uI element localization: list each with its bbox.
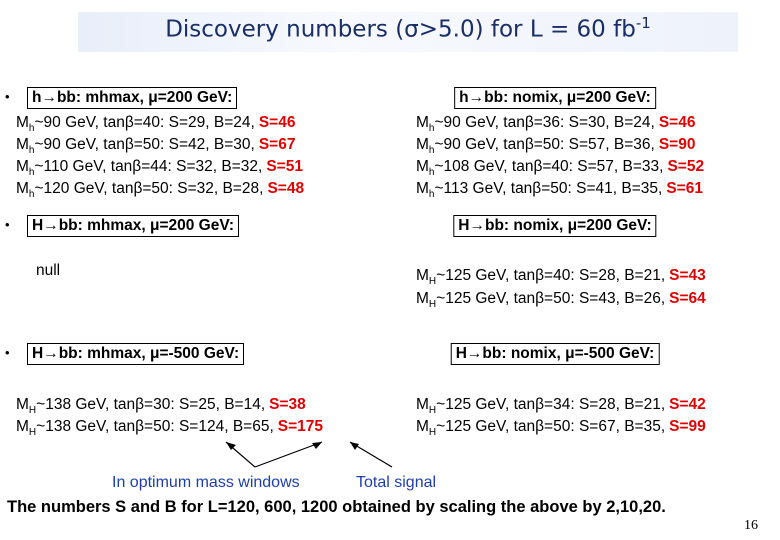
section-header: H→bb: nomix, μ=-500 GeV: xyxy=(450,343,660,365)
mass-subscript: H xyxy=(428,405,437,417)
slide-title: Discovery numbers (σ>5.0) for L = 60 fb-… xyxy=(78,14,738,43)
mass-subscript: H xyxy=(28,427,37,439)
result-line: MH~125 GeV, tanβ=40: S=28, B=21, S=43 xyxy=(416,267,706,287)
line-text: ~110 GeV, tanβ=44: S=32, B=32, xyxy=(34,158,263,175)
result-line: Mh~120 GeV, tanβ=50: S=32, B=28, S=48 xyxy=(16,180,304,200)
total-signal: S=43 xyxy=(669,267,706,284)
total-signal: S=61 xyxy=(666,180,703,197)
section-header: H→bb: nomix, μ=200 GeV: xyxy=(453,215,657,237)
mass-symbol: M xyxy=(16,114,29,131)
mass-symbol: M xyxy=(416,180,429,197)
result-line: Mh~108 GeV, tanβ=40: S=57, B=33, S=52 xyxy=(416,158,704,178)
mass-symbol: M xyxy=(416,267,429,284)
mass-subscript: H xyxy=(428,299,437,311)
line-text: ~113 GeV, tanβ=50: S=41, B=35, xyxy=(434,180,663,197)
mass-symbol: M xyxy=(416,396,429,413)
total-signal: S=48 xyxy=(267,180,305,197)
result-line: MH~125 GeV, tanβ=50: S=67, B=35, S=99 xyxy=(416,418,706,438)
mass-symbol: M xyxy=(416,136,429,153)
mass-subscript: h xyxy=(428,167,435,179)
mass-subscript: H xyxy=(28,405,37,417)
annotation: In optimum mass windows xyxy=(112,474,300,491)
total-signal: S=175 xyxy=(277,418,324,435)
line-text: ~90 GeV, tanβ=50: S=57, B=36, xyxy=(434,136,655,153)
mass-symbol: M xyxy=(16,158,29,175)
mass-symbol: M xyxy=(416,114,429,131)
title-superscript: -1 xyxy=(635,14,651,32)
total-signal: S=90 xyxy=(658,136,696,153)
mass-symbol: M xyxy=(16,396,29,413)
line-text: ~138 GeV, tanβ=30: S=25, B=14, xyxy=(36,396,266,413)
mass-subscript: h xyxy=(428,123,435,135)
mass-subscript: h xyxy=(428,145,435,157)
arrow-head xyxy=(312,442,322,449)
total-signal: S=42 xyxy=(669,396,706,413)
mass-subscript: h xyxy=(28,145,35,157)
mass-subscript: h xyxy=(428,189,435,201)
total-signal: S=51 xyxy=(266,158,303,175)
mass-symbol: M xyxy=(16,136,29,153)
mass-subscript: h xyxy=(28,123,35,135)
mass-symbol: M xyxy=(16,418,29,435)
result-line: Mh~90 GeV, tanβ=50: S=57, B=36, S=90 xyxy=(416,136,695,156)
line-text: ~125 GeV, tanβ=50: S=67, B=35, xyxy=(436,418,666,435)
section-header: H→bb: mhmax, μ=200 GeV: xyxy=(27,215,240,237)
arrow-head xyxy=(226,442,236,450)
mass-subscript: h xyxy=(28,189,35,201)
line-text: ~90 GeV, tanβ=36: S=30, B=24, xyxy=(434,114,655,131)
result-line: Mh~110 GeV, tanβ=44: S=32, B=32, S=51 xyxy=(16,158,303,178)
line-text: ~125 GeV, tanβ=34: S=28, B=21, xyxy=(436,396,666,413)
line-text: ~90 GeV, tanβ=40: S=29, B=24, xyxy=(34,114,255,131)
section-header: H→bb: mhmax, μ=-500 GeV: xyxy=(27,343,245,365)
footer: The numbers S and B for L=120, 600, 1200… xyxy=(7,498,666,516)
bullet: • xyxy=(5,345,10,360)
arrow-line xyxy=(254,441,323,468)
line-text: ~108 GeV, tanβ=40: S=57, B=33, xyxy=(434,158,664,175)
total-signal: S=46 xyxy=(658,114,696,131)
mass-symbol: M xyxy=(416,158,429,175)
mass-subscript: H xyxy=(428,427,437,439)
line-text: ~138 GeV, tanβ=50: S=124, B=65, xyxy=(36,418,274,435)
mass-subscript: H xyxy=(428,276,437,288)
note: null xyxy=(36,262,61,279)
line-text: ~125 GeV, tanβ=40: S=28, B=21, xyxy=(436,267,666,284)
result-line: MH~125 GeV, tanβ=50: S=43, B=26, S=64 xyxy=(416,290,706,310)
title-text: Discovery numbers (σ>5.0) for L = 60 fb xyxy=(165,16,636,43)
line-text: ~120 GeV, tanβ=50: S=32, B=28, xyxy=(34,180,264,197)
total-signal: S=46 xyxy=(258,114,296,131)
mass-symbol: M xyxy=(416,290,429,307)
bullet: • xyxy=(5,89,10,104)
total-signal: S=99 xyxy=(669,418,706,435)
bullet: • xyxy=(5,217,10,232)
result-line: Mh~90 GeV, tanβ=50: S=42, B=30, S=67 xyxy=(16,136,295,156)
result-line: MH~125 GeV, tanβ=34: S=28, B=21, S=42 xyxy=(416,396,706,416)
section-header: h→bb: nomix, μ=200 GeV: xyxy=(454,87,656,109)
annotation: Total signal xyxy=(356,474,437,491)
result-line: Mh~90 GeV, tanβ=36: S=30, B=24, S=46 xyxy=(416,114,695,134)
title-background xyxy=(78,12,738,52)
result-line: Mh~90 GeV, tanβ=40: S=29, B=24, S=46 xyxy=(16,114,295,134)
page-number: 16 xyxy=(744,518,758,533)
section-header: h→bb: mhmax, μ=200 GeV: xyxy=(27,87,238,109)
result-line: MH~138 GeV, tanβ=50: S=124, B=65, S=175 xyxy=(16,418,323,438)
result-line: MH~138 GeV, tanβ=30: S=25, B=14, S=38 xyxy=(16,396,306,416)
mass-symbol: M xyxy=(16,180,29,197)
total-signal: S=67 xyxy=(258,136,296,153)
total-signal: S=52 xyxy=(667,158,705,175)
line-text: ~90 GeV, tanβ=50: S=42, B=30, xyxy=(34,136,255,153)
total-signal: S=38 xyxy=(269,396,306,413)
mass-symbol: M xyxy=(416,418,429,435)
line-text: ~125 GeV, tanβ=50: S=43, B=26, xyxy=(436,290,666,307)
arrow-head xyxy=(350,442,359,450)
result-line: Mh~113 GeV, tanβ=50: S=41, B=35, S=61 xyxy=(416,180,703,200)
mass-subscript: h xyxy=(28,167,35,179)
total-signal: S=64 xyxy=(669,290,706,307)
